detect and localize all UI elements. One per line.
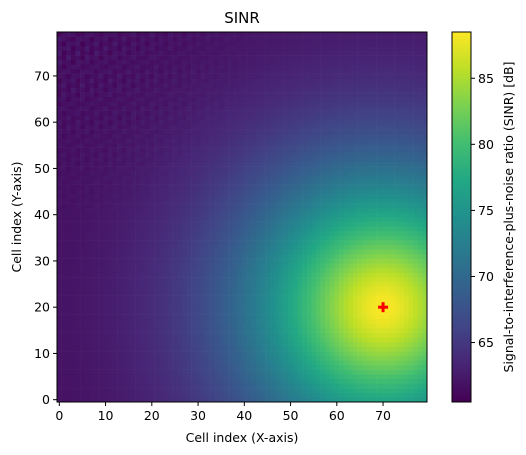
x-tick-label: 0 xyxy=(55,408,63,423)
y-tick-label: 50 xyxy=(34,161,50,176)
colorbar-label: Signal-to-interference-plus-noise ratio … xyxy=(501,62,516,373)
x-tick-label: 30 xyxy=(190,408,206,423)
y-tick-label: 0 xyxy=(42,392,50,407)
colorbar-tick-label: 75 xyxy=(478,203,494,218)
colorbar-ticks: 65 70 75 80 85 xyxy=(471,71,494,350)
chart-title: SINR xyxy=(224,9,260,27)
x-axis-label: Cell index (X-axis) xyxy=(186,430,299,445)
transmitter-marker-icon xyxy=(378,302,389,313)
x-axis-ticks: 0 10 20 30 40 50 60 70 xyxy=(55,402,391,423)
heatmap-plot xyxy=(57,32,428,403)
x-tick-label: 50 xyxy=(283,408,299,423)
y-axis-ticks: 0 10 20 30 40 50 60 70 xyxy=(34,68,57,407)
colorbar-tick-label: 70 xyxy=(478,269,494,284)
x-tick-label: 10 xyxy=(98,408,114,423)
y-tick-label: 30 xyxy=(34,253,50,268)
y-tick-label: 40 xyxy=(34,207,50,222)
colorbar xyxy=(451,31,472,403)
x-tick-label: 70 xyxy=(375,408,391,423)
colorbar-tick-label: 85 xyxy=(478,71,494,86)
colorbar-tick-label: 65 xyxy=(478,335,494,350)
colorbar-tick-label: 80 xyxy=(478,137,494,152)
plot-frame xyxy=(56,31,428,403)
y-tick-label: 10 xyxy=(34,346,50,361)
y-tick-label: 20 xyxy=(34,300,50,315)
x-tick-label: 20 xyxy=(144,408,160,423)
y-tick-label: 70 xyxy=(34,68,50,83)
x-tick-label: 60 xyxy=(329,408,345,423)
x-tick-label: 40 xyxy=(236,408,252,423)
y-axis-label: Cell index (Y-axis) xyxy=(9,162,24,273)
y-tick-label: 60 xyxy=(34,115,50,130)
